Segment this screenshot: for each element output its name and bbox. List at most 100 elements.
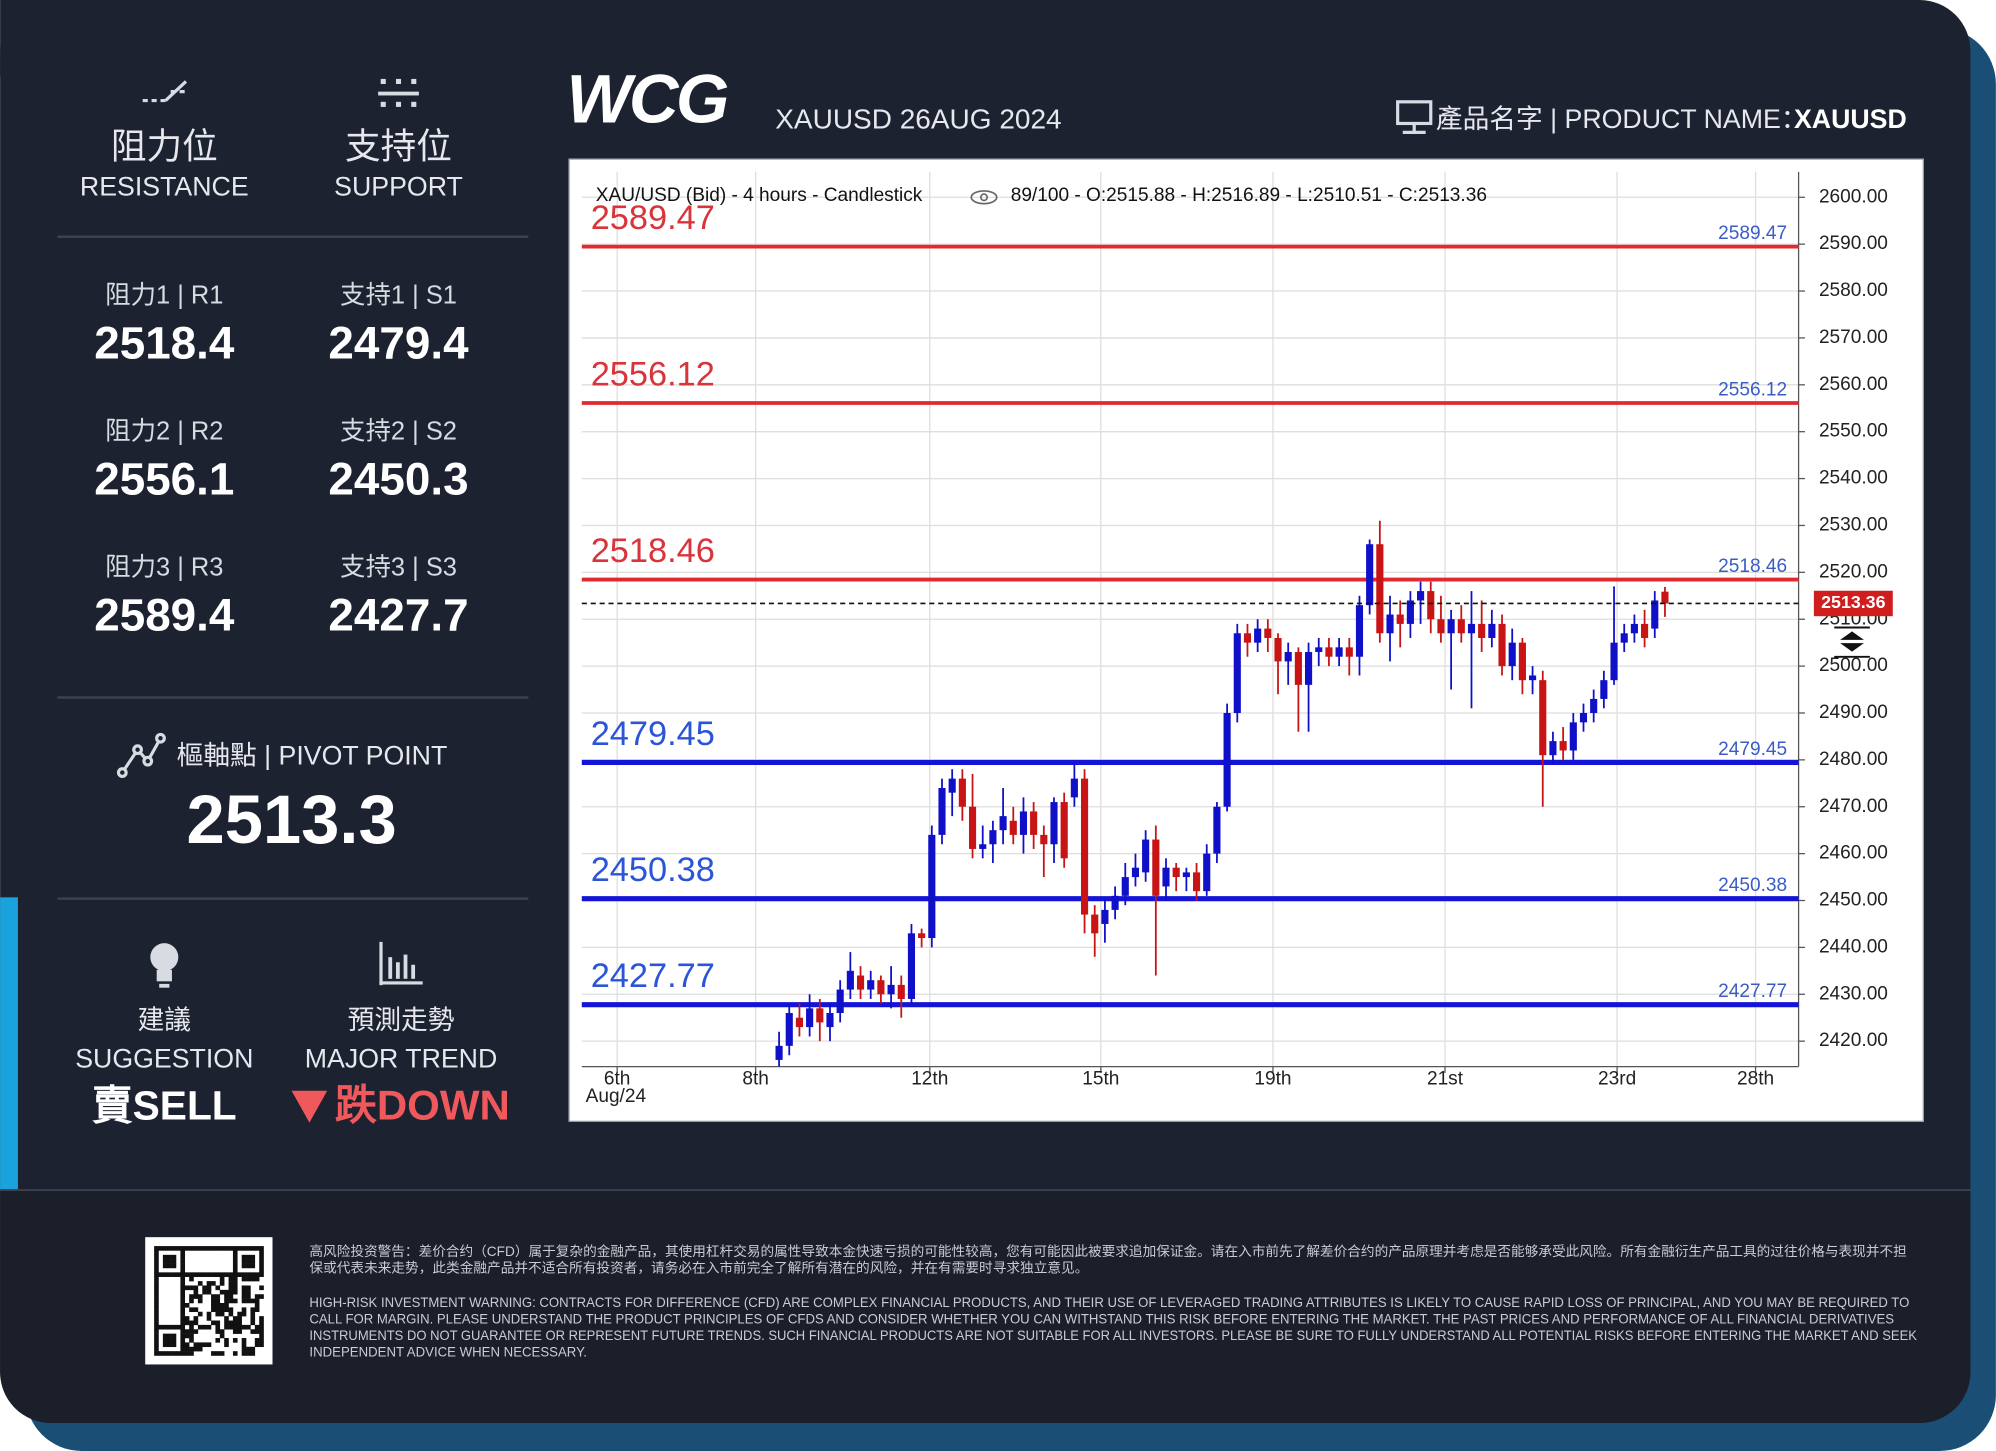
y-tick-label: 2440.00 xyxy=(1819,936,1888,957)
y-tick-label: 2450.00 xyxy=(1819,890,1888,911)
candle-body xyxy=(918,933,926,939)
qr-cell xyxy=(171,1272,177,1277)
qr-cell xyxy=(180,1346,186,1352)
qr-cell xyxy=(228,1285,234,1291)
qr-cell xyxy=(189,1294,194,1299)
qr-cell xyxy=(184,1329,190,1334)
qr-cell xyxy=(202,1289,207,1295)
product-value: XAUUSD xyxy=(1794,104,1907,134)
y-tick-label: 2430.00 xyxy=(1819,983,1888,1004)
qr-cell xyxy=(215,1311,221,1317)
qr-cell xyxy=(154,1267,159,1273)
qr-cell xyxy=(154,1316,159,1321)
qr-cell xyxy=(246,1324,251,1330)
qr-cell xyxy=(259,1254,264,1260)
qr-cell xyxy=(259,1246,264,1251)
y-tick-label: 2600.00 xyxy=(1819,186,1888,207)
qr-cell xyxy=(232,1263,238,1269)
candle-body xyxy=(795,1017,804,1028)
candle-body xyxy=(867,980,875,990)
qr-cell xyxy=(193,1246,199,1251)
candle-body xyxy=(1223,712,1231,807)
candle-body xyxy=(1610,642,1618,681)
qr-cell xyxy=(254,1294,260,1299)
candle-body xyxy=(1192,872,1201,892)
level-tag: 2518.46 xyxy=(1718,556,1787,577)
qr-cell xyxy=(241,1259,247,1264)
candle-body xyxy=(1376,544,1384,634)
qr-cell xyxy=(197,1324,203,1330)
qr-cell xyxy=(171,1342,177,1348)
candle-body xyxy=(948,778,956,793)
level-value: 2589.4 xyxy=(94,590,235,641)
candle-body xyxy=(958,778,966,807)
qr-cell xyxy=(246,1294,251,1299)
qr-cell xyxy=(237,1246,242,1251)
qr-cell xyxy=(259,1285,264,1291)
level-label: 支持3 | S3 xyxy=(340,554,457,582)
qr-cell xyxy=(171,1259,177,1264)
level-label: 2589.47 xyxy=(591,199,715,237)
qr-cell xyxy=(211,1351,216,1356)
candle-body xyxy=(1355,605,1364,657)
qr-cell xyxy=(228,1294,234,1299)
candle-body xyxy=(968,806,977,849)
qr-cell xyxy=(154,1333,159,1339)
y-tick-label: 2420.00 xyxy=(1819,1030,1888,1051)
qr-cell xyxy=(154,1285,159,1291)
candle-body xyxy=(1396,614,1404,624)
y-tick-label: 2490.00 xyxy=(1819,702,1888,723)
qr-cell xyxy=(232,1316,238,1321)
qr-cell xyxy=(250,1259,256,1264)
candle-body xyxy=(1030,811,1038,835)
qr-cell xyxy=(180,1272,186,1277)
qr-cell xyxy=(219,1272,225,1277)
qr-cell xyxy=(254,1307,260,1313)
y-tick-label: 2550.00 xyxy=(1819,421,1888,442)
qr-cell xyxy=(259,1320,264,1326)
x-tick-label: 28th xyxy=(1737,1068,1774,1089)
qr-cell xyxy=(246,1272,251,1277)
qr-cell xyxy=(259,1250,264,1256)
accent-strip xyxy=(0,897,18,1191)
qr-cell xyxy=(206,1272,212,1277)
qr-cell xyxy=(184,1246,190,1251)
qr-cell xyxy=(215,1338,221,1343)
candle-body xyxy=(1417,591,1425,601)
qr-cell xyxy=(202,1324,207,1330)
qr-cell xyxy=(241,1298,247,1304)
qr-cell xyxy=(211,1298,216,1304)
qr-cell xyxy=(206,1281,212,1286)
qr-cell xyxy=(154,1246,159,1251)
candle-body xyxy=(1203,853,1211,892)
qr-cell xyxy=(171,1338,177,1343)
candle-body xyxy=(1630,623,1638,634)
qr-cell xyxy=(197,1272,203,1277)
level-tag: 2450.38 xyxy=(1718,875,1787,896)
qr-cell xyxy=(259,1329,264,1334)
y-tick-label: 2470.00 xyxy=(1819,796,1888,817)
candle-body xyxy=(1050,802,1058,845)
qr-cell xyxy=(224,1272,229,1277)
down-arrow xyxy=(291,1090,328,1123)
candle-body xyxy=(1325,647,1333,657)
candle-body xyxy=(806,1008,814,1028)
qr-cell xyxy=(232,1246,238,1251)
qr-cell xyxy=(167,1324,172,1330)
qr-cell xyxy=(154,1351,159,1356)
qr-cell xyxy=(167,1254,172,1260)
qr-cell xyxy=(154,1272,159,1277)
level-label: 2450.38 xyxy=(591,851,715,889)
qr-cell xyxy=(154,1263,159,1269)
qr-cell xyxy=(241,1338,247,1343)
qr-cell xyxy=(232,1250,238,1256)
qr-cell xyxy=(232,1285,238,1291)
footer xyxy=(0,1190,1971,1423)
qr-cell xyxy=(232,1289,238,1295)
candle-body xyxy=(1213,806,1221,854)
qr-cell xyxy=(219,1329,225,1334)
qr-cell xyxy=(176,1272,181,1277)
disclaimer-cn: 高风险投资警告：差价合约（CFD）属于复杂的金融产品，其使用杠杆交易的属性导致本… xyxy=(309,1243,1906,1259)
qr-cell xyxy=(232,1298,238,1304)
